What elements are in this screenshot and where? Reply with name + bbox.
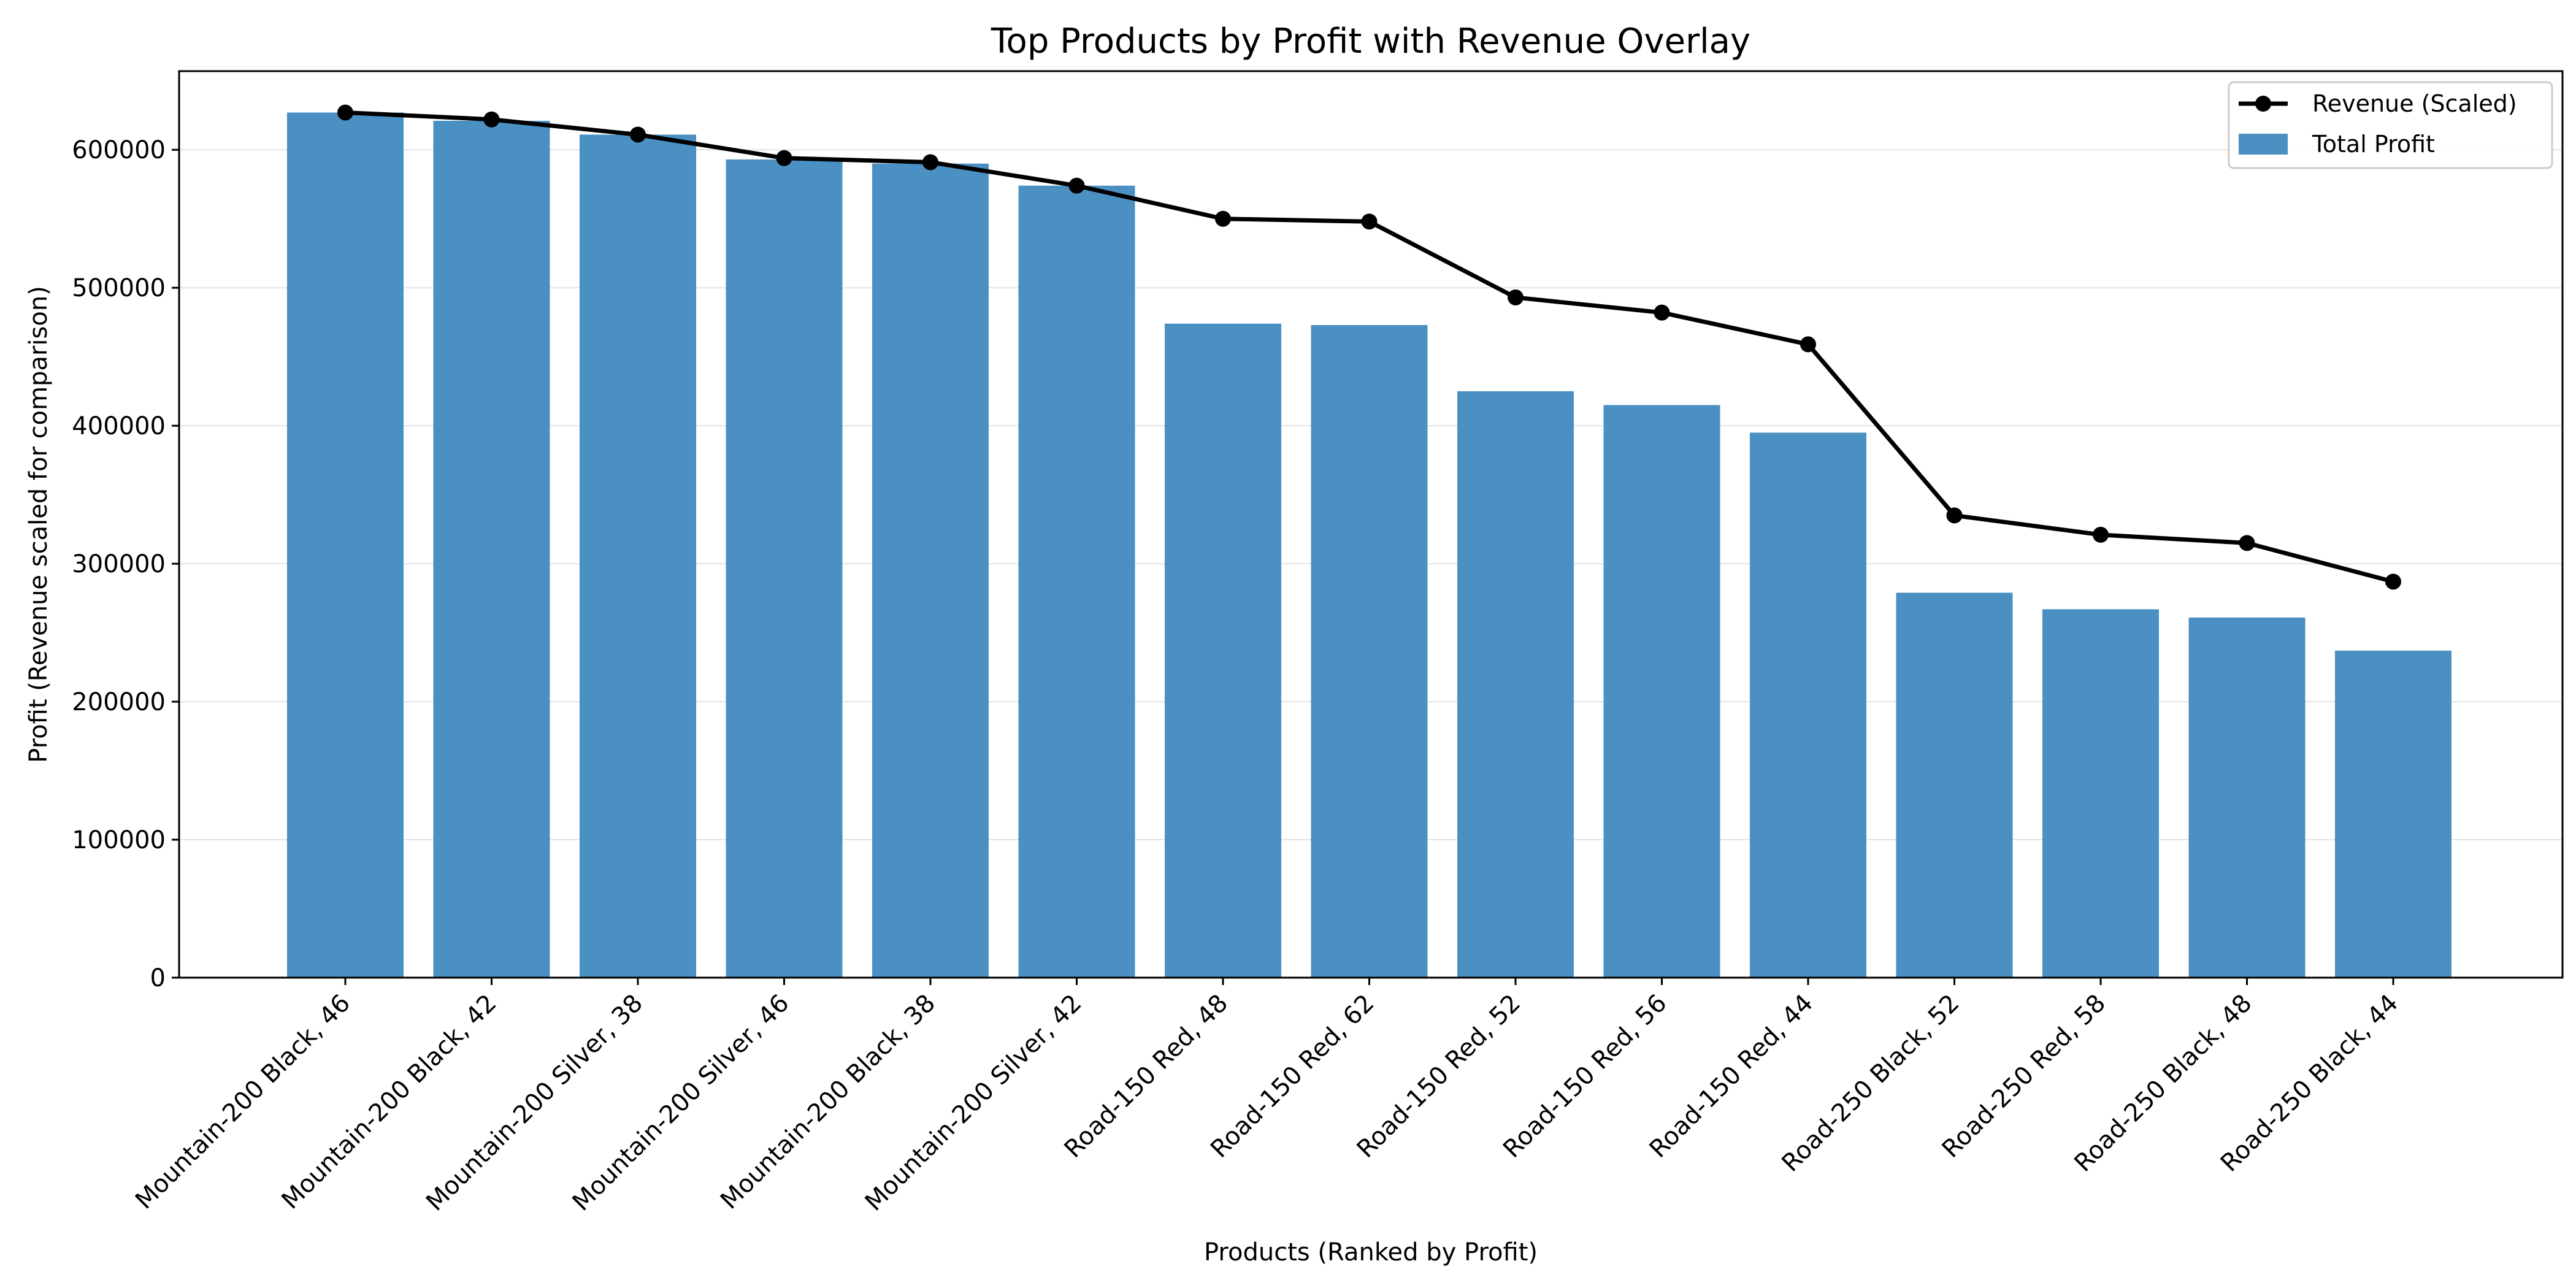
x-axis-label: Products (Ranked by Profit) [1204, 1238, 1538, 1267]
bar-total-profit [287, 112, 404, 978]
y-tick-label: 600000 [72, 136, 166, 164]
revenue-point [630, 126, 646, 143]
legend-label-profit: Total Profit [2312, 131, 2435, 158]
revenue-point [1508, 289, 1524, 305]
revenue-point [1654, 304, 1670, 321]
revenue-point [483, 111, 500, 128]
revenue-point [922, 154, 938, 171]
y-tick-label: 300000 [72, 550, 166, 578]
revenue-point [2093, 526, 2109, 543]
legend-bar-swatch [2239, 134, 2288, 155]
bar-total-profit [1603, 405, 1720, 978]
legend-frame [2228, 81, 2553, 169]
bar-total-profit [580, 134, 696, 978]
line-series [337, 104, 2401, 590]
y-tick-label: 100000 [72, 826, 166, 854]
revenue-point [337, 104, 353, 121]
revenue-point [1361, 213, 1378, 230]
plot-frame [178, 70, 2564, 979]
legend-marker-swatch [2255, 96, 2271, 112]
bar-total-profit [1311, 324, 1428, 978]
bar-total-profit [2042, 609, 2159, 978]
bar-total-profit [1457, 391, 1574, 978]
revenue-point [1068, 177, 1085, 194]
legend: Revenue (Scaled) Total Profit [2228, 81, 2553, 169]
y-tick-label: 0 [150, 964, 166, 992]
bar-total-profit [1750, 432, 1866, 978]
revenue-point [776, 150, 792, 166]
bar-total-profit [1896, 592, 2013, 978]
revenue-point [1215, 210, 1231, 227]
y-tick-label: 500000 [72, 274, 166, 302]
revenue-point [1800, 336, 1816, 353]
bar-total-profit [2335, 650, 2451, 978]
legend-label-revenue: Revenue (Scaled) [2312, 90, 2517, 117]
bar-total-profit [726, 159, 843, 978]
bar-total-profit [433, 120, 550, 978]
y-axis-label: Profit (Revenue scaled for comparison) [25, 286, 53, 763]
bar-total-profit [1018, 185, 1135, 978]
bar-total-profit [872, 163, 989, 978]
revenue-point [2239, 535, 2255, 551]
bar-total-profit [2188, 617, 2306, 978]
bar-total-profit [1165, 323, 1281, 978]
bar-series [287, 112, 2451, 978]
revenue-point [2385, 573, 2401, 590]
revenue-point [1946, 507, 1963, 524]
chart-title: Top Products by Profit with Revenue Over… [991, 21, 1750, 61]
y-tick-label: 200000 [72, 688, 166, 716]
y-tick-label: 400000 [72, 412, 166, 440]
